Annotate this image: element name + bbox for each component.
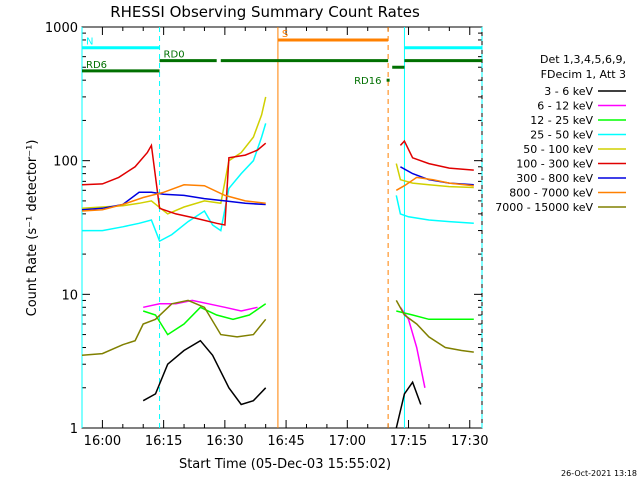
legend-label-2: 6 - 12 keV xyxy=(537,100,593,113)
series-line-2 xyxy=(143,299,258,312)
state-label: RD0 xyxy=(164,50,185,61)
chart-title: RHESSI Observing Summary Count Rates xyxy=(110,3,420,21)
x-tick-label: 17:15 xyxy=(390,434,427,449)
series-line-7 xyxy=(81,191,266,211)
x-tick-label: 16:00 xyxy=(84,434,121,449)
x-tick-label: 16:15 xyxy=(145,434,182,449)
series-line-1 xyxy=(142,339,267,406)
series-line-9 xyxy=(395,300,474,353)
plot-frame xyxy=(81,26,483,429)
legend-label-7: 300 - 800 keV xyxy=(516,172,593,185)
legend-label-8: 800 - 7000 keV xyxy=(509,187,593,200)
legend-label-1: 3 - 6 keV xyxy=(544,85,593,98)
series-line-4 xyxy=(82,123,267,243)
series-line-8 xyxy=(81,184,266,212)
y-tick-label: 1000 xyxy=(45,21,78,36)
series-line-1 xyxy=(395,380,422,429)
state-label: N xyxy=(86,37,93,48)
series-line-3 xyxy=(142,303,267,336)
legend-label-6: 100 - 300 keV xyxy=(516,158,593,171)
legend-label-9: 7000 - 15000 keV xyxy=(495,201,593,214)
legend-label-4: 25 - 50 keV xyxy=(530,129,593,142)
series-line-3 xyxy=(396,310,474,321)
series-line-9 xyxy=(81,299,267,357)
series-line-6 xyxy=(399,139,474,171)
state-label: RD16 xyxy=(354,76,381,87)
series-line-4 xyxy=(395,195,474,225)
x-tick-label: 16:45 xyxy=(267,434,304,449)
x-tick-label: 16:30 xyxy=(206,434,243,449)
series-line-5 xyxy=(81,96,267,215)
x-tick-label: 17:00 xyxy=(329,434,366,449)
y-axis-label: Count Rate (s⁻¹ detector⁻¹) xyxy=(25,140,40,317)
legend-header-line-1: Det 1,3,4,5,6,9, xyxy=(540,53,626,66)
series-line-5 xyxy=(395,163,474,189)
legend-header-line-2: FDecim 1, Att 3 xyxy=(541,68,626,81)
state-label: RD6 xyxy=(86,60,107,71)
state-marker xyxy=(386,78,390,82)
legend: Det 1,3,4,5,6,9, FDecim 1, Att 3 3 - 6 k… xyxy=(495,53,626,214)
legend-label-5: 50 - 100 keV xyxy=(523,143,593,156)
series-line-8 xyxy=(395,176,474,191)
x-axis-label: Start Time (05-Dec-03 15:55:02) xyxy=(179,457,391,472)
state-label: S xyxy=(282,29,288,40)
series-line-6 xyxy=(81,142,267,226)
x-tick-label: 17:30 xyxy=(451,434,488,449)
y-tick-label: 1 xyxy=(70,422,78,437)
y-tick-label: 10 xyxy=(61,288,78,303)
plot-area: 1 10 100 1000 16:00 16:15 16:30 16:45 17:00 17:15… xyxy=(45,21,489,449)
render-timestamp: 26-Oct-2021 13:18 xyxy=(561,469,637,478)
legend-label-3: 12 - 25 keV xyxy=(530,114,593,127)
y-tick-label: 100 xyxy=(53,155,78,170)
